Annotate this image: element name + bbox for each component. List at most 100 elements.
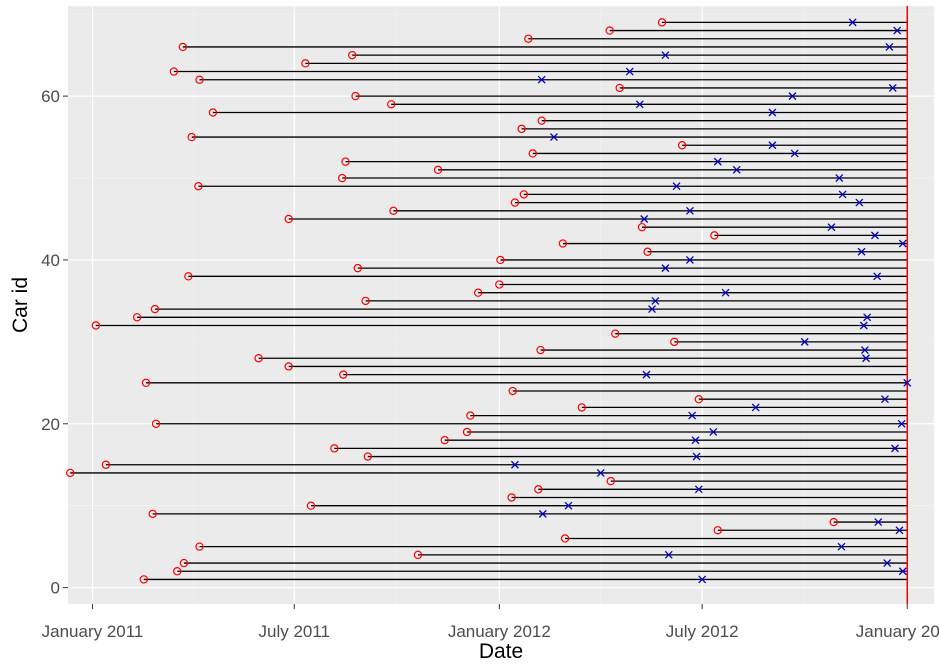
end-marker xyxy=(698,575,707,584)
start-marker xyxy=(643,247,652,256)
start-marker xyxy=(330,444,339,453)
start-marker xyxy=(537,116,546,125)
end-marker xyxy=(893,26,902,35)
end-marker xyxy=(691,436,700,445)
end-marker xyxy=(648,305,656,314)
end-marker-stroke xyxy=(862,354,870,363)
start-marker xyxy=(462,427,472,437)
start-marker xyxy=(605,26,614,35)
x-tick-label: January 2013 xyxy=(856,622,939,641)
end-marker-stroke xyxy=(672,182,681,191)
start-marker xyxy=(91,321,101,330)
start-marker xyxy=(473,288,483,297)
end-marker xyxy=(873,272,882,281)
end-marker xyxy=(537,75,546,84)
end-marker xyxy=(870,231,879,240)
end-marker xyxy=(538,509,547,518)
start-marker xyxy=(440,435,449,445)
end-marker xyxy=(848,18,857,27)
end-marker xyxy=(768,141,777,150)
start-marker xyxy=(254,354,263,363)
end-marker xyxy=(692,452,701,461)
end-marker-stroke xyxy=(685,206,694,215)
start-marker xyxy=(677,141,687,150)
end-marker-stroke xyxy=(661,51,670,60)
start-marker xyxy=(361,296,370,306)
end-marker xyxy=(897,419,906,428)
end-marker xyxy=(835,174,844,182)
x-tick-label: January 2012 xyxy=(448,622,551,641)
start-marker xyxy=(341,157,350,166)
end-marker-stroke xyxy=(790,149,799,158)
end-marker xyxy=(788,92,797,101)
start-marker xyxy=(611,329,620,338)
start-marker xyxy=(670,337,679,347)
end-marker xyxy=(881,395,889,404)
end-marker-stroke xyxy=(827,223,836,232)
end-marker-stroke xyxy=(855,198,864,207)
end-marker xyxy=(640,215,649,223)
end-marker xyxy=(642,370,651,379)
start-marker xyxy=(637,222,647,232)
end-marker xyxy=(651,296,660,305)
y-axis: 0 20 40 60 xyxy=(41,87,68,598)
end-marker-stroke xyxy=(768,141,777,150)
end-marker xyxy=(837,542,846,551)
end-marker xyxy=(564,501,573,510)
start-marker xyxy=(353,263,362,273)
start-marker xyxy=(363,452,373,461)
end-marker-stroke xyxy=(881,395,889,404)
end-marker xyxy=(685,255,694,264)
end-marker-stroke xyxy=(510,460,519,469)
end-marker xyxy=(860,346,869,355)
start-marker xyxy=(517,124,526,134)
start-marker xyxy=(558,239,568,248)
start-marker xyxy=(508,386,517,396)
start-marker xyxy=(829,517,838,527)
end-marker-stroke xyxy=(897,419,906,428)
start-marker xyxy=(694,395,704,404)
segments-layer xyxy=(70,21,908,581)
start-marker xyxy=(519,190,529,199)
end-marker-stroke xyxy=(883,559,892,568)
start-marker xyxy=(301,59,310,68)
end-marker-stroke xyxy=(838,190,847,199)
start-marker xyxy=(413,550,423,560)
y-axis-title: Car id xyxy=(9,277,32,333)
end-marker-stroke xyxy=(885,42,894,51)
start-marker xyxy=(524,34,533,43)
x-tick-label: January 2011 xyxy=(42,622,144,641)
start-marker xyxy=(536,345,545,355)
end-marker-stroke xyxy=(642,370,651,379)
end-marker xyxy=(688,411,697,420)
end-marker xyxy=(891,444,899,453)
start-marker xyxy=(433,165,443,175)
y-tick-label: 0 xyxy=(51,579,60,598)
end-marker xyxy=(694,485,703,494)
end-marker-stroke xyxy=(688,411,697,420)
end-marker xyxy=(903,378,912,387)
end-marker-stroke xyxy=(691,436,700,445)
end-marker-stroke xyxy=(860,346,869,355)
end-marker xyxy=(713,157,722,166)
end-marker xyxy=(709,428,718,436)
end-marker-stroke xyxy=(721,288,730,297)
start-marker xyxy=(208,108,218,117)
end-marker-stroke xyxy=(888,83,897,92)
end-marker-stroke xyxy=(898,239,907,248)
end-marker xyxy=(838,190,847,199)
start-marker xyxy=(710,231,719,240)
end-marker-stroke xyxy=(859,321,868,330)
start-marker xyxy=(284,214,293,224)
end-marker-stroke xyxy=(788,92,797,101)
start-marker xyxy=(101,460,111,469)
end-markers-layer xyxy=(510,18,912,584)
end-marker-stroke xyxy=(661,264,670,273)
end-marker xyxy=(859,321,868,330)
end-marker-stroke xyxy=(857,247,866,256)
end-marker xyxy=(625,67,634,76)
start-marker xyxy=(179,558,189,568)
plot-panel xyxy=(68,6,934,604)
end-marker-stroke xyxy=(564,501,573,510)
